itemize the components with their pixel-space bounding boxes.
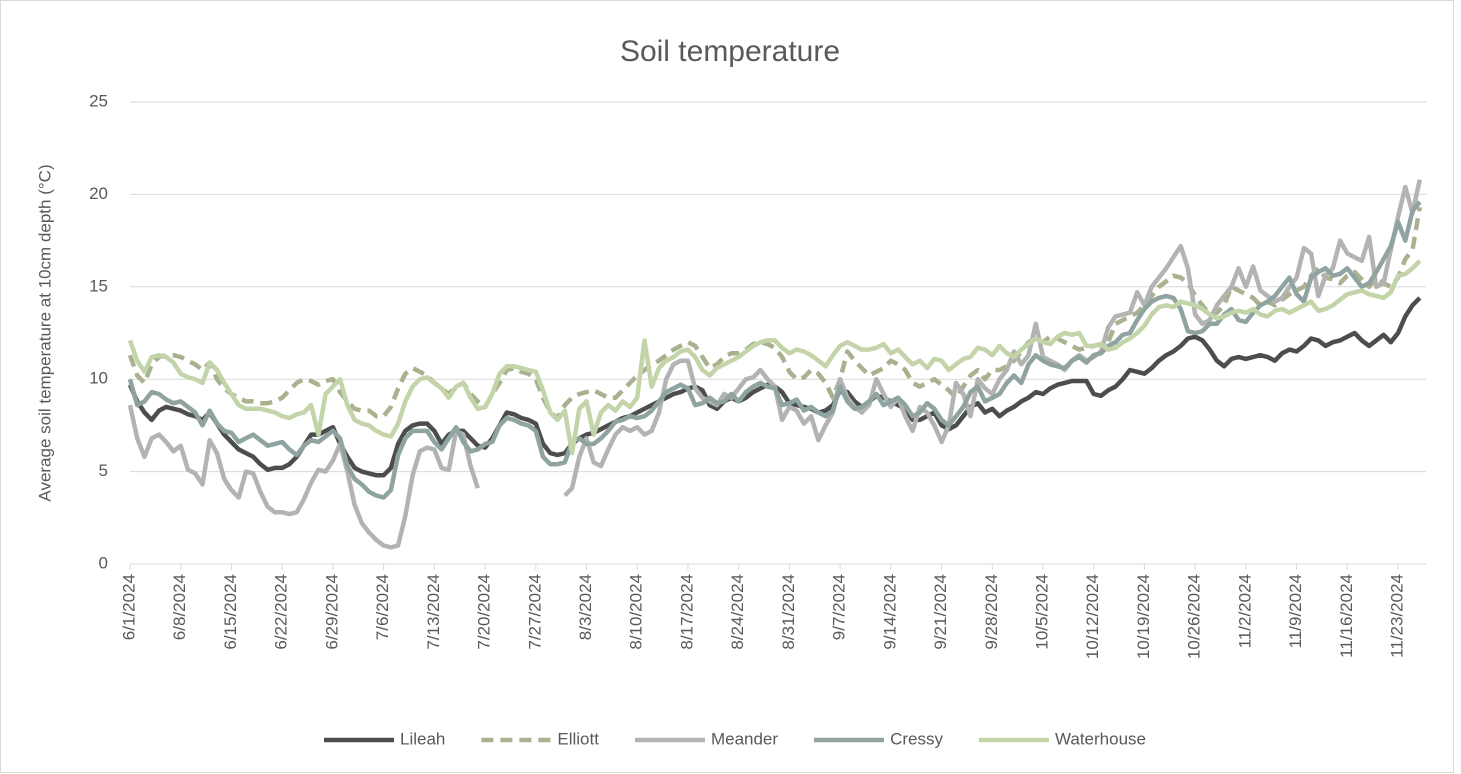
x-tick-label: 9/21/2024 <box>931 574 950 650</box>
series-line <box>127 200 1422 500</box>
x-tick-label: 6/29/2024 <box>322 574 341 650</box>
legend-label: Waterhouse <box>1055 729 1146 748</box>
legend-label: Meander <box>711 729 778 748</box>
x-tick-label: 7/27/2024 <box>525 574 544 650</box>
x-tick-label: 8/3/2024 <box>576 574 595 640</box>
x-tick-label: 11/2/2024 <box>1235 574 1254 648</box>
y-tick-label: 15 <box>89 276 108 295</box>
x-tick-label: 10/19/2024 <box>1134 574 1153 659</box>
series-line <box>127 259 1422 456</box>
y-tick-label: 25 <box>89 91 108 110</box>
x-tick-label: 10/5/2024 <box>1032 574 1051 650</box>
x-tick-label: 8/24/2024 <box>728 574 747 650</box>
x-tick-label: 6/8/2024 <box>170 574 189 640</box>
legend-label: Cressy <box>890 729 943 748</box>
y-tick-label: 10 <box>89 369 108 388</box>
x-tick-label: 7/13/2024 <box>424 574 443 650</box>
y-tick-label: 0 <box>99 553 108 572</box>
x-tick-label: 10/26/2024 <box>1185 574 1204 659</box>
y-axis-title: Average soil temperature at 10cm depth (… <box>35 164 54 501</box>
y-tick-label: 5 <box>99 461 108 480</box>
y-tick-label: 20 <box>89 184 108 203</box>
x-tick-label: 9/28/2024 <box>982 574 1001 650</box>
x-tick-label: 8/10/2024 <box>627 574 646 650</box>
x-tick-label: 8/17/2024 <box>677 574 696 650</box>
x-tick-label: 9/14/2024 <box>880 574 899 650</box>
x-tick-label: 8/31/2024 <box>779 574 798 650</box>
x-tick-label: 6/15/2024 <box>221 574 240 650</box>
legend-label: Lileah <box>400 729 445 748</box>
legend-label: Elliott <box>557 729 599 748</box>
x-tick-label: 11/16/2024 <box>1337 574 1356 658</box>
x-tick-label: 9/7/2024 <box>830 574 849 640</box>
x-tick-label: 6/1/2024 <box>119 574 138 640</box>
x-tick-label: 6/22/2024 <box>272 574 291 650</box>
x-tick-label: 7/20/2024 <box>475 574 494 650</box>
x-tick-label: 10/12/2024 <box>1083 574 1102 659</box>
x-tick-label: 7/6/2024 <box>373 574 392 640</box>
x-tick-label: 11/9/2024 <box>1286 574 1305 648</box>
chart-title: Soil temperature <box>620 35 840 68</box>
x-tick-label: 11/23/2024 <box>1388 574 1407 658</box>
